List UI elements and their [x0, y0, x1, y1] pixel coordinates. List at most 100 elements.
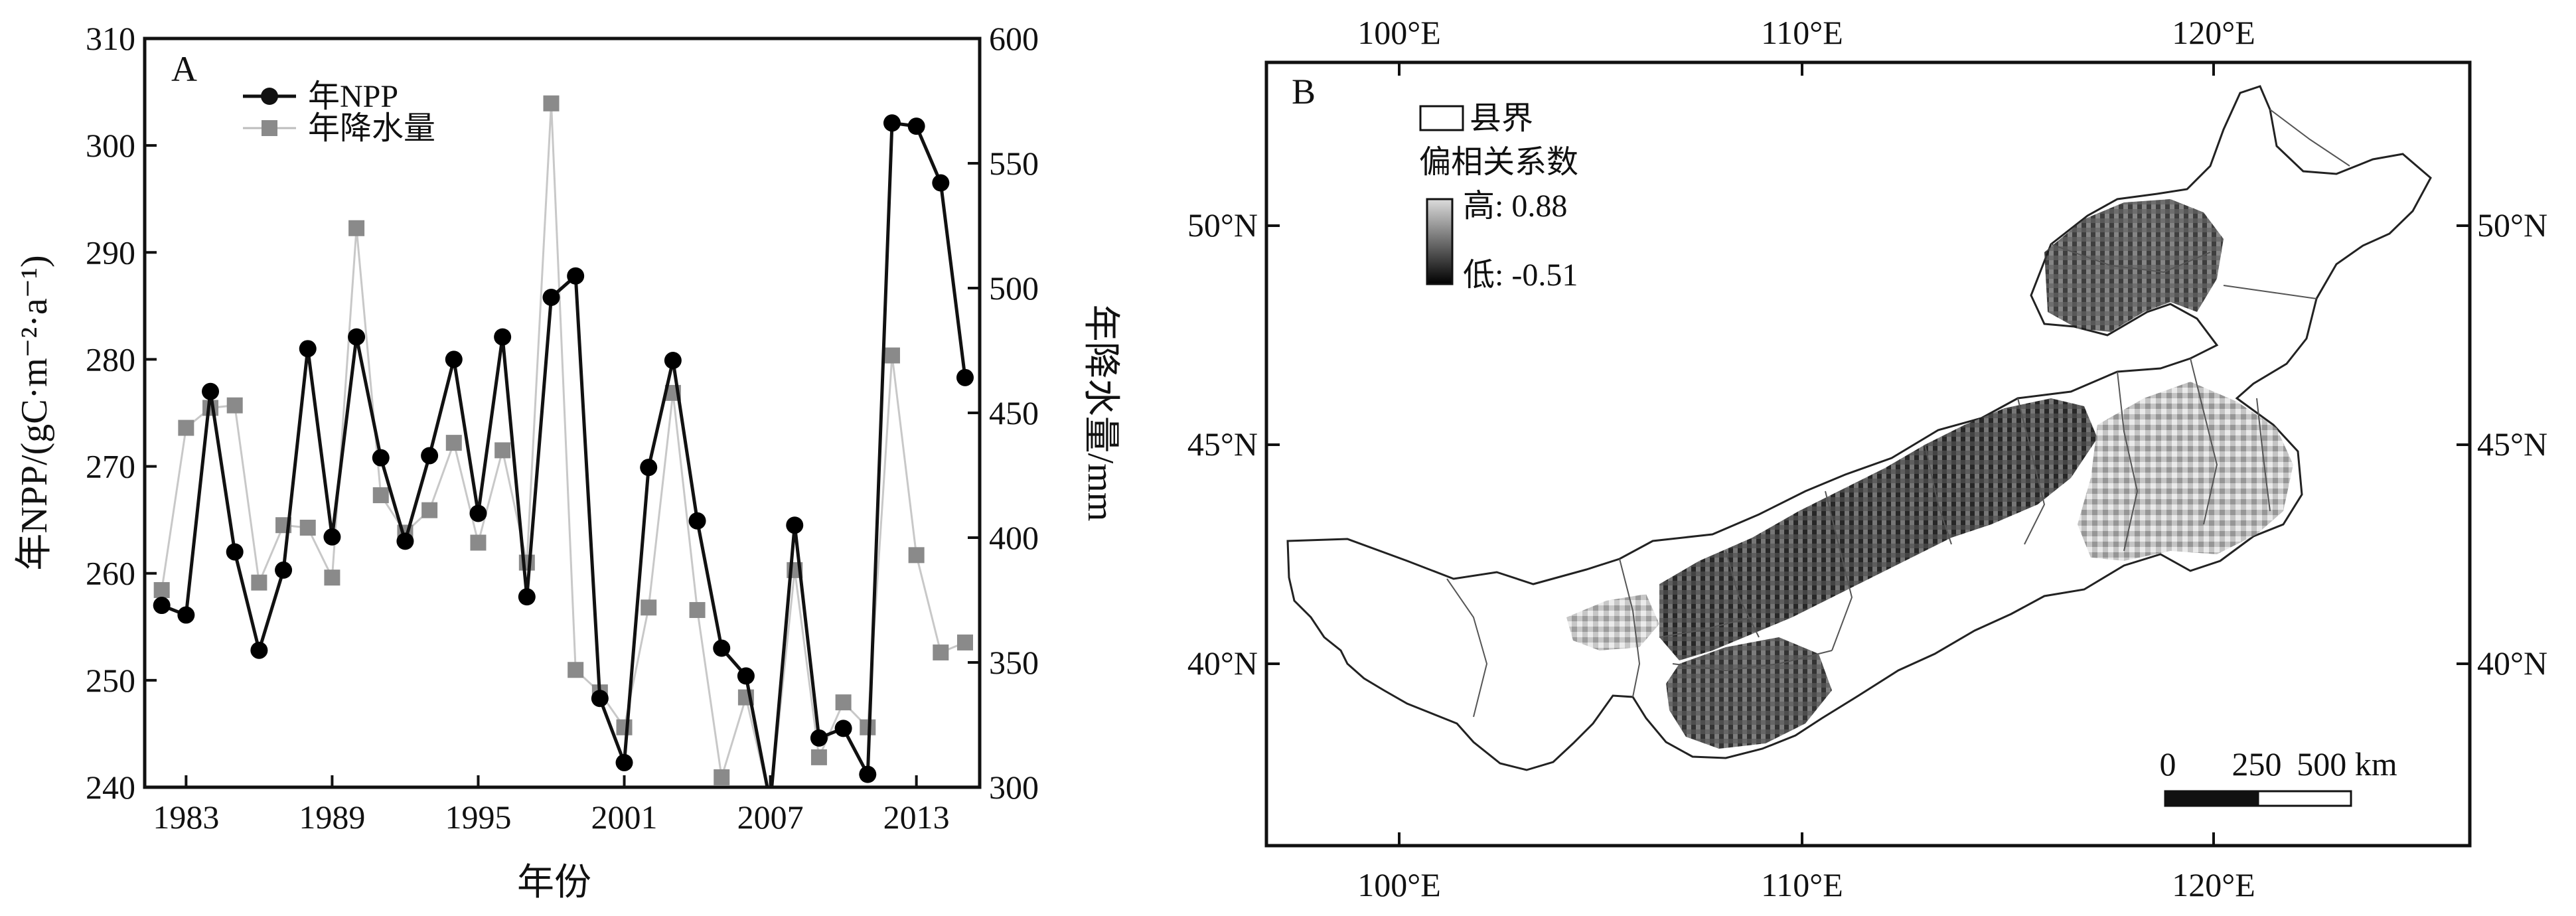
x-tick-label: 2001: [591, 799, 658, 836]
precipitation-point: [153, 581, 170, 598]
right-axis-ticks: 300 350 400 450 500 550 600: [968, 20, 1039, 806]
scale-bar-white: [2257, 790, 2352, 807]
npp-point: [713, 639, 731, 657]
panel-a: A 240 250 260 270 280 290 300 310 300 350 400 450 5…: [14, 20, 1121, 903]
x-tick-label: 1995: [445, 799, 511, 836]
npp-point: [153, 597, 171, 615]
npp-point: [469, 504, 487, 522]
npp-point: [518, 588, 536, 606]
npp-point: [421, 447, 439, 465]
precipitation-point: [445, 435, 462, 451]
left-tick-label: 280: [86, 341, 135, 378]
precipitation-point: [299, 519, 316, 536]
left-tick-label: 240: [86, 769, 135, 806]
map-frame-ticks: [1266, 62, 2470, 846]
left-tick-label: 260: [86, 555, 135, 592]
npp-point: [737, 667, 755, 685]
right-tick-label: 600: [989, 20, 1039, 57]
npp-point: [226, 543, 244, 561]
legend-rain-marker: [262, 120, 277, 136]
correlation-raster-northeast: [2044, 199, 2224, 332]
x-axis-ticks: 1983 1989 1995 2001 2007 2013: [153, 775, 950, 836]
precipitation-point: [933, 644, 949, 660]
right-tick-label: 300: [989, 769, 1039, 806]
left-axis-ticks: 240 250 260 270 280 290 300 310: [86, 20, 157, 806]
right-tick-label: 400: [989, 519, 1039, 556]
map-left-tick-45N: 45°N: [1187, 425, 1258, 463]
npp-point: [932, 174, 950, 192]
map-bottom-tick-120E: 120°E: [2172, 866, 2255, 903]
scale-label-500: 500 km: [2297, 745, 2397, 783]
map-right-tick-45N: 45°N: [2477, 425, 2547, 463]
precipitation-point: [568, 662, 584, 678]
legend-rain-label: 年降水量: [308, 111, 435, 146]
npp-point: [542, 288, 560, 306]
x-tick-label: 2013: [883, 799, 950, 836]
npp-point: [177, 606, 195, 624]
npp-point: [688, 512, 706, 530]
legend-npp-marker: [261, 88, 278, 105]
precipitation-point: [543, 95, 560, 112]
left-tick-label: 300: [86, 127, 135, 164]
npp-point: [445, 350, 463, 368]
left-tick-label: 310: [86, 20, 135, 57]
npp-point: [348, 328, 366, 346]
precipitation-point: [178, 420, 194, 436]
scale-label-0: 0: [2160, 745, 2176, 783]
precipitation-point: [324, 570, 341, 586]
county-boundary-swatch: [1419, 105, 1464, 131]
right-tick-label: 550: [989, 145, 1039, 182]
legend-a: 年NPP 年降水量: [243, 79, 435, 146]
npp-point: [834, 720, 852, 737]
panel-b-letter: B: [1292, 72, 1316, 112]
npp-point: [640, 459, 658, 477]
precipitation-point: [810, 749, 827, 765]
x-tick-label: 1989: [299, 799, 365, 836]
precipitation-point: [251, 574, 267, 591]
correlation-raster-south: [1666, 637, 1832, 749]
precipitation-point: [908, 547, 925, 564]
x-tick-label: 1983: [153, 799, 219, 836]
map-bottom-tick-100E: 100°E: [1357, 866, 1441, 903]
npp-point: [664, 352, 682, 370]
npp-point: [323, 528, 341, 546]
scale-label-250: 250: [2232, 745, 2282, 783]
npp-point: [883, 114, 901, 132]
scale-bar-black: [2164, 790, 2259, 807]
map-right-tick-50N: 50°N: [2477, 206, 2547, 244]
npp-point: [250, 641, 268, 659]
legend-npp-label: 年NPP: [308, 79, 398, 114]
precipitation-point: [835, 694, 852, 711]
npp-point: [615, 753, 633, 771]
right-tick-label: 500: [989, 269, 1039, 307]
npp-point: [591, 690, 609, 708]
county-boundaries: [1446, 109, 2350, 718]
panel-a-frame: [143, 37, 982, 789]
map-top-tick-100E: 100°E: [1357, 14, 1441, 51]
colorbar-high-label: 高: 0.88: [1463, 189, 1567, 224]
precipitation-point: [470, 534, 487, 551]
left-tick-label: 270: [86, 448, 135, 485]
npp-point: [786, 516, 804, 534]
precipitation-point: [226, 397, 243, 414]
precipitation-point: [616, 719, 633, 735]
npp-point: [372, 449, 390, 467]
panel-b: B: [1187, 14, 2547, 903]
map-top-tick-110E: 110°E: [1761, 14, 1843, 51]
npp-point: [494, 328, 512, 346]
correlation-raster-main: [1659, 398, 2097, 660]
npp-point: [810, 729, 828, 747]
left-axis-label: 年NPP/(gC·m⁻²·a⁻¹): [14, 255, 55, 570]
left-tick-label: 250: [86, 662, 135, 699]
npp-point: [859, 765, 877, 783]
colorbar: [1426, 198, 1454, 285]
county-boundary-label: 县界: [1470, 101, 1533, 136]
npp-line: [161, 121, 967, 787]
precipitation-point: [421, 502, 438, 518]
precipitation-point: [714, 769, 730, 785]
npp-point: [567, 267, 585, 285]
npp-point: [299, 340, 317, 358]
npp-point: [907, 117, 925, 135]
precipitation-point: [348, 220, 365, 236]
